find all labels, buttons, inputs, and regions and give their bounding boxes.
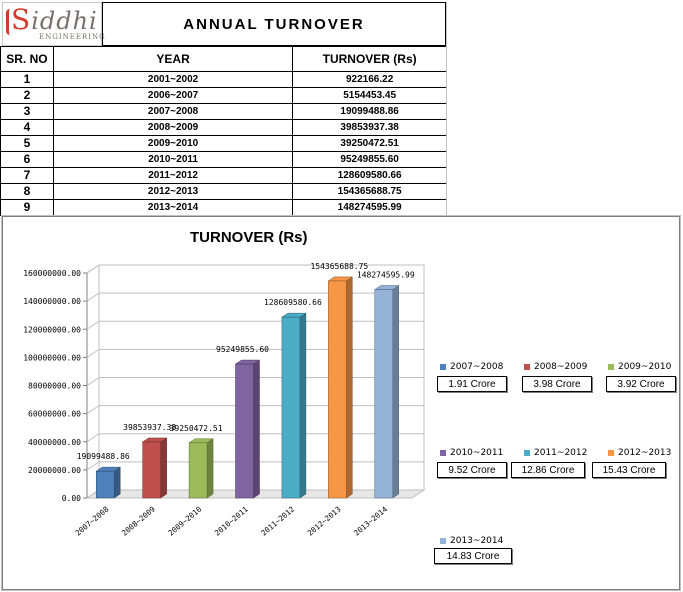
bar-side [392,285,400,499]
bar-side [299,312,307,499]
gridline [86,348,424,358]
data-label: 95249855.60 [216,345,269,354]
legend-label: 2009~2010 [618,362,672,372]
data-label: 128609580.66 [264,298,322,307]
chart-title: TURNOVER (Rs) [190,229,308,246]
data-label: 154365688.75 [310,262,368,271]
legend-label: 2012~2013 [618,448,672,458]
crore-value-box[interactable]: 3.92 Crore [606,376,676,392]
crore-value-box[interactable]: 14.83 Crore [434,548,512,564]
legend-label: 2007~2008 [450,362,504,372]
legend-swatch-icon [524,450,530,456]
logo-brand: Siddhi [11,3,98,36]
y-tick-label: 160000000.00 [23,269,81,278]
bar [95,470,115,499]
table-header-row: SR. NO YEAR TURNOVER (Rs) [0,46,447,72]
legend-entry[interactable]: 2010~2011 [440,448,503,458]
y-tick-label: 80000000.00 [28,382,81,391]
crore-value-box[interactable]: 12.86 Crore [511,462,585,478]
data-label: 39250472.51 [170,424,223,433]
gridline [86,320,424,330]
x-tick-label: 2012~2013 [306,505,343,538]
logo-subtitle: ENGINEERING [39,33,106,41]
legend-entry[interactable]: 2007~2008 [440,362,503,372]
y-tick-label: 100000000.00 [23,353,81,362]
y-tick-label: 0.00 [62,494,81,503]
logo-mark-icon [6,9,17,35]
bar [374,289,394,499]
legend-entry[interactable]: 2009~2010 [608,362,671,372]
table-row: 5 2009~2010 39250472.51 [0,135,447,152]
legend-entry[interactable]: 2008~2009 [524,362,587,372]
x-tick-label: 2007~2008 [74,504,111,537]
legend-label: 2008~2009 [534,362,588,372]
legend-label: 2011~2012 [534,448,588,458]
crore-value-box[interactable]: 3.98 Crore [522,376,592,392]
legend-swatch-icon [608,450,614,456]
gridline [86,264,424,274]
cell-year[interactable]: 2013~2014 [52,199,294,216]
bar-side [206,438,214,499]
legend-swatch-icon [440,538,446,544]
y-tick-label: 40000000.00 [28,438,81,447]
data-label: 19099488.86 [77,452,130,461]
legend-entry[interactable]: 2012~2013 [608,448,671,458]
y-tick-label: 120000000.00 [23,325,81,334]
header-turnover[interactable]: TURNOVER (Rs) [292,46,447,72]
legend-swatch-icon [608,364,614,370]
gridline [86,377,424,386]
x-tick-label: 2009~2010 [166,504,203,537]
bar-side [113,466,121,499]
company-logo: Siddhi ENGINEERING [2,2,105,46]
bar [328,280,347,499]
bar [188,442,208,499]
gridline [86,433,424,443]
page-title: ANNUAL TURNOVER [102,2,446,46]
x-tick-label: 2008~2009 [120,505,157,538]
table-row: 9 2013~2014 148274595.99 [0,199,447,216]
data-label: 39853937.38 [123,423,176,432]
x-tick-label: 2010~2011 [213,505,250,538]
gridline [86,292,424,302]
y-tick-label: 20000000.00 [28,466,81,475]
legend-label: 2010~2011 [450,448,504,458]
table-row: 8 2012~2013 154365688.75 [0,183,447,200]
bar [235,363,254,499]
y-tick-label: 60000000.00 [28,410,81,419]
bar-side [160,437,167,499]
cell-turnover[interactable]: 148274595.99 [292,199,447,216]
table-row: 3 2007~2008 19099488.86 [0,103,447,120]
legend-entry[interactable]: 2011~2012 [524,448,587,458]
header-year[interactable]: YEAR [52,46,294,72]
data-label: 148274595.99 [357,270,415,279]
bar-side [346,276,353,499]
legend-swatch-icon [440,450,446,456]
crore-value-box[interactable]: 15.43 Crore [592,462,666,478]
legend-swatch-icon [524,364,530,370]
legend-swatch-icon [440,364,446,370]
sheet-border-line [446,2,447,216]
bar [281,316,301,499]
table-row: 6 2010~2011 95249855.60 [0,151,447,168]
y-tick-label: 140000000.00 [23,297,81,306]
bar [142,441,161,499]
x-tick-label: 2011~2012 [259,505,296,538]
bar-side [253,359,260,499]
x-tick-label: 2013~2014 [352,504,389,537]
turnover-table: SR. NO YEAR TURNOVER (Rs) 1 2001~2002 9221… [0,46,447,216]
legend-entry[interactable]: 2013~2014 [440,536,503,546]
gridline [86,405,424,415]
crore-value-box[interactable]: 1.91 Crore [437,376,507,392]
gridline [86,461,424,471]
legend-label: 2013~2014 [450,536,504,546]
cell-sr-no[interactable]: 9 [0,199,54,216]
crore-value-box[interactable]: 9.52 Crore [437,462,507,478]
